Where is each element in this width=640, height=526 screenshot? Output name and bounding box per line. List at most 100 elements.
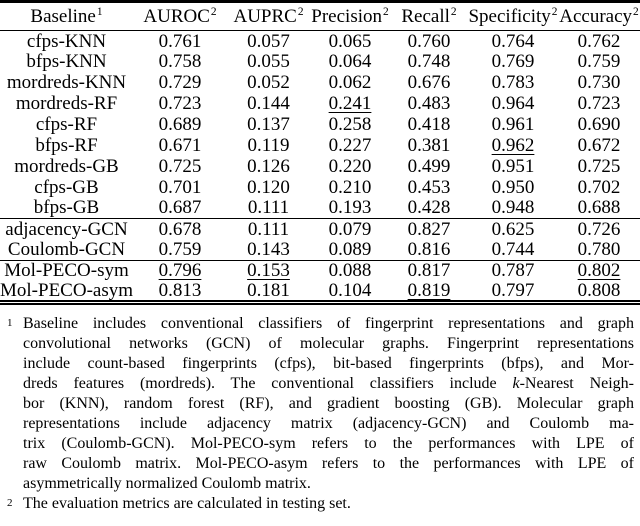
column-header-recall: Recall2 bbox=[401, 5, 457, 27]
metric-value: 0.950 bbox=[491, 176, 535, 198]
footnote-line: include count-based fingerprints (cfps),… bbox=[23, 355, 634, 373]
metric-value: 0.787 bbox=[491, 260, 535, 282]
metric-value: 0.813 bbox=[158, 280, 202, 302]
table-row: Mol-PECO-asym 0.813 0.181 0.104 0.819 0.… bbox=[0, 281, 640, 303]
metric-value: 0.769 bbox=[491, 51, 535, 73]
footnote-line: dreds features (mordreds). The conventio… bbox=[23, 375, 635, 393]
footnote-2-marker: 2 bbox=[7, 497, 13, 510]
footnote-line: trix (Coulomb-GCN). Mol-PECO-sym refers … bbox=[23, 435, 634, 453]
section-gcn: adjacency-GCN 0.678 0.111 0.079 0.827 0.… bbox=[0, 218, 640, 261]
metric-value: 0.088 bbox=[328, 260, 372, 282]
baseline-name: Mol-PECO-asym bbox=[0, 280, 133, 302]
metric-value: 0.104 bbox=[328, 280, 372, 302]
metric-value: 0.962 bbox=[491, 134, 535, 156]
footnote-marker: 2 bbox=[450, 5, 457, 18]
baseline-name: adjacency-GCN bbox=[5, 218, 128, 240]
metric-value: 0.725 bbox=[577, 155, 621, 177]
metric-value: 0.762 bbox=[577, 30, 621, 52]
table-header: Baseline1 AUROC2 AUPRC2 Precision2 Recal… bbox=[0, 2, 640, 31]
metric-value: 0.381 bbox=[407, 134, 451, 156]
metric-value: 0.483 bbox=[407, 93, 451, 115]
baseline-name: Mol-PECO-sym bbox=[4, 260, 129, 282]
table-row: bfps-KNN 0.758 0.055 0.064 0.748 0.769 0… bbox=[0, 51, 640, 72]
metric-value: 0.499 bbox=[407, 155, 451, 177]
footnote-line: asymmetrically normalized Coulomb matrix… bbox=[23, 475, 311, 493]
column-header-baseline: Baseline1 bbox=[30, 5, 103, 27]
metric-value: 0.089 bbox=[328, 239, 372, 261]
metric-value: 0.730 bbox=[577, 72, 621, 94]
footnote-line: Baseline includes conventional classifie… bbox=[23, 315, 634, 333]
footnote-marker: 2 bbox=[210, 5, 217, 18]
column-header-auroc: AUROC2 bbox=[143, 5, 217, 27]
metric-value: 0.119 bbox=[247, 134, 290, 156]
footnote-line: representations include adjacency matrix… bbox=[23, 415, 634, 433]
metric-value: 0.744 bbox=[491, 239, 535, 261]
table-row: Mol-PECO-sym 0.796 0.153 0.088 0.817 0.7… bbox=[0, 260, 640, 281]
baseline-name: bfps-GB bbox=[33, 197, 100, 219]
footnote-1: 1 Baseline includes conventional classif… bbox=[0, 314, 640, 494]
table-row: cfps-GB 0.701 0.120 0.210 0.453 0.950 0.… bbox=[0, 177, 640, 198]
baseline-name: cfps-RF bbox=[35, 114, 98, 135]
baseline-name: cfps-GB bbox=[34, 176, 99, 198]
metric-value: 0.725 bbox=[158, 155, 202, 177]
metric-value: 0.819 bbox=[407, 280, 451, 302]
metric-value: 0.723 bbox=[577, 93, 621, 115]
metric-value: 0.729 bbox=[158, 72, 202, 94]
metric-value: 0.783 bbox=[491, 72, 535, 94]
footnote-line: convolutional networks (GCN) of molecula… bbox=[23, 335, 634, 353]
footnote-line: bor (KNN), random forest (RF), and gradi… bbox=[23, 395, 634, 413]
baseline-name: bfps-KNN bbox=[26, 51, 107, 73]
metric-value: 0.951 bbox=[491, 155, 535, 177]
section-conventional-classifiers: cfps-KNN 0.761 0.057 0.065 0.760 0.764 0… bbox=[0, 31, 640, 219]
footnote-marker: 1 bbox=[96, 5, 103, 18]
footnote-marker: 2 bbox=[633, 5, 639, 18]
metric-value: 0.111 bbox=[247, 197, 290, 219]
metric-value: 0.816 bbox=[407, 239, 451, 261]
metric-value: 0.153 bbox=[247, 260, 290, 282]
table-footnotes: 1 Baseline includes conventional classif… bbox=[0, 305, 640, 514]
metric-value: 0.181 bbox=[247, 280, 290, 302]
section-mol-peco: Mol-PECO-sym 0.796 0.153 0.088 0.817 0.7… bbox=[0, 260, 640, 302]
column-header-specificity: Specificity2 bbox=[468, 5, 558, 27]
metric-value: 0.672 bbox=[577, 134, 621, 156]
table-row: bfps-RF 0.671 0.119 0.227 0.381 0.962 0.… bbox=[0, 135, 640, 156]
metric-value: 0.761 bbox=[158, 30, 202, 52]
metric-value: 0.758 bbox=[158, 51, 202, 73]
metric-value: 0.064 bbox=[328, 51, 372, 73]
metric-value: 0.137 bbox=[247, 114, 290, 135]
metric-value: 0.760 bbox=[407, 30, 451, 52]
baseline-name: Coulomb-GCN bbox=[7, 239, 126, 261]
column-header-accuracy: Accuracy2 bbox=[559, 5, 639, 27]
metric-value: 0.227 bbox=[328, 134, 372, 156]
footnote-line: raw Coulomb matrix. Mol-PECO-asym refers… bbox=[23, 455, 634, 473]
header-row: Baseline1 AUROC2 AUPRC2 Precision2 Recal… bbox=[0, 2, 640, 31]
metric-value: 0.671 bbox=[158, 134, 202, 156]
table-row: adjacency-GCN 0.678 0.111 0.079 0.827 0.… bbox=[0, 219, 640, 240]
results-table: Baseline1 AUROC2 AUPRC2 Precision2 Recal… bbox=[0, 0, 640, 306]
metric-value: 0.144 bbox=[247, 93, 290, 115]
metric-value: 0.689 bbox=[158, 114, 202, 135]
footnote-marker: 2 bbox=[383, 5, 389, 18]
metric-value: 0.418 bbox=[407, 114, 451, 135]
metric-value: 0.764 bbox=[491, 30, 535, 52]
table-row: mordreds-RF 0.723 0.144 0.241 0.483 0.96… bbox=[0, 93, 640, 114]
metric-value: 0.428 bbox=[407, 197, 451, 219]
metric-value: 0.258 bbox=[328, 114, 372, 135]
baseline-name: mordreds-KNN bbox=[6, 72, 127, 94]
baseline-name: bfps-RF bbox=[35, 134, 98, 156]
footnote-1-marker: 1 bbox=[7, 317, 13, 330]
table-row: bfps-GB 0.687 0.111 0.193 0.428 0.948 0.… bbox=[0, 198, 640, 219]
metric-value: 0.690 bbox=[577, 114, 621, 135]
metric-value: 0.701 bbox=[158, 176, 202, 198]
metric-value: 0.625 bbox=[491, 218, 535, 240]
footnote-marker: 2 bbox=[551, 5, 558, 18]
metric-value: 0.723 bbox=[158, 93, 202, 115]
baseline-name: mordreds-RF bbox=[15, 93, 118, 115]
column-header-auprc: AUPRC2 bbox=[233, 5, 304, 27]
metric-value: 0.796 bbox=[158, 260, 202, 282]
italic-k: k bbox=[512, 375, 520, 393]
metric-value: 0.948 bbox=[491, 197, 535, 219]
metric-value: 0.241 bbox=[328, 93, 372, 115]
table-row: mordreds-KNN 0.729 0.052 0.062 0.676 0.7… bbox=[0, 72, 640, 93]
